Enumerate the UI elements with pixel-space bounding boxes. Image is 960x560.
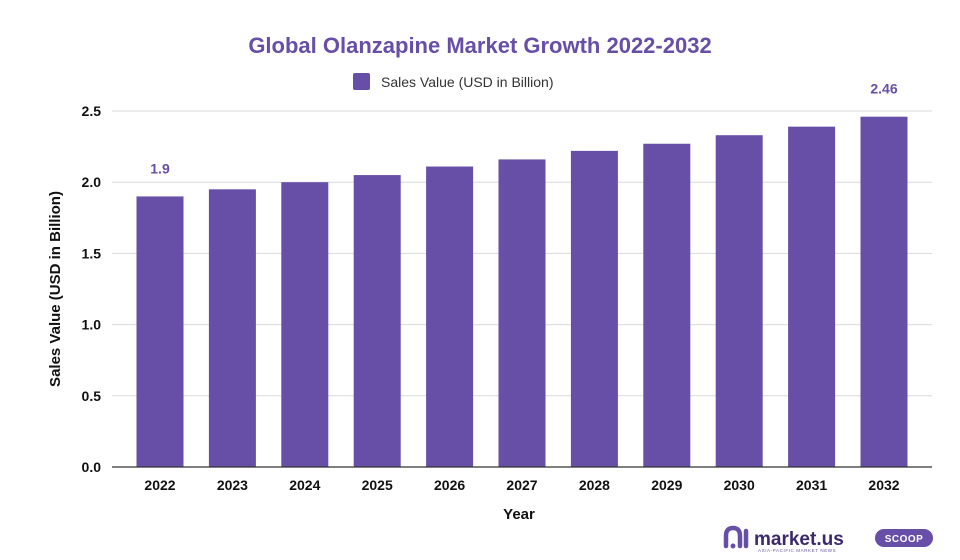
- y-tick-label: 1.0: [82, 317, 102, 333]
- legend-swatch: [353, 73, 370, 90]
- brand-logo: market.us ASIA-PACIFIC MARKET NEWS SCOOP: [723, 525, 933, 553]
- bar-2024: [281, 182, 329, 467]
- y-axis-title: Sales Value (USD in Billion): [47, 191, 64, 387]
- brand-name: market.us: [754, 529, 844, 550]
- bar-2022: [136, 196, 184, 467]
- x-tick-label: 2027: [506, 477, 537, 493]
- bar-2026: [426, 166, 474, 467]
- data-label: 1.9: [150, 160, 170, 176]
- x-tick-label: 2022: [144, 477, 175, 493]
- x-axis-ticks: 2022 2023 2024 2025 2026 2027 2028 2029 2030 2031…: [144, 477, 899, 493]
- x-tick-label: 2026: [434, 477, 465, 493]
- market-us-logo-icon: [723, 525, 749, 549]
- y-tick-label: 2.5: [82, 103, 102, 119]
- x-tick-label: 2030: [724, 477, 755, 493]
- bar-2031: [788, 126, 836, 467]
- y-tick-label: 1.5: [82, 245, 102, 261]
- bar-2023: [208, 189, 256, 467]
- data-label: 2.46: [870, 81, 897, 97]
- y-axis-ticks: 0.0 0.5 1.0 1.5 2.0 2.5: [82, 103, 102, 475]
- chart-title: Global Olanzapine Market Growth 2022-203…: [248, 33, 711, 58]
- x-tick-label: 2023: [217, 477, 248, 493]
- legend: Sales Value (USD in Billion): [353, 73, 553, 90]
- data-labels: 1.9 2.46: [150, 81, 898, 177]
- brand-tagline: ASIA-PACIFIC MARKET NEWS: [758, 548, 836, 553]
- bars: [136, 116, 908, 468]
- x-tick-label: 2028: [579, 477, 610, 493]
- scoop-badge-text: SCOOP: [885, 534, 924, 545]
- legend-label: Sales Value (USD in Billion): [381, 74, 553, 90]
- scoop-badge: [875, 529, 933, 547]
- bar-2029: [643, 143, 691, 467]
- x-tick-label: 2029: [651, 477, 682, 493]
- x-tick-label: 2032: [868, 477, 899, 493]
- x-axis-title: Year: [503, 506, 535, 523]
- bar-2032: [860, 116, 908, 468]
- y-tick-label: 0.5: [82, 388, 102, 404]
- x-tick-label: 2024: [289, 477, 320, 493]
- y-tick-label: 0.0: [82, 459, 102, 475]
- bar-2027: [498, 159, 546, 467]
- x-tick-label: 2025: [362, 477, 393, 493]
- bar-2030: [715, 135, 763, 467]
- y-tick-label: 2.0: [82, 174, 102, 190]
- bar-2028: [570, 150, 618, 467]
- x-tick-label: 2031: [796, 477, 827, 493]
- bar-2025: [353, 175, 401, 467]
